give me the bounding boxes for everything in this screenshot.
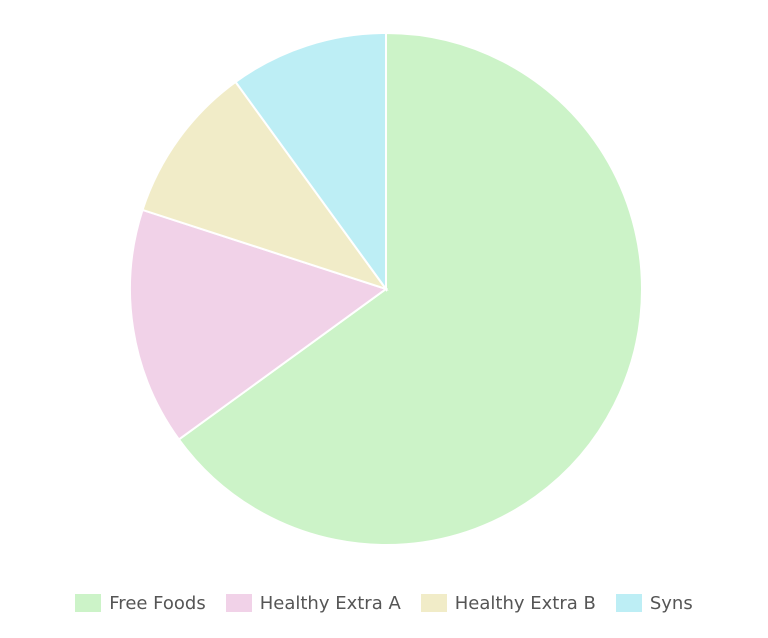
legend-item-healthy-extra-b[interactable]: Healthy Extra B (420, 592, 596, 614)
pie-plot-area (129, 31, 643, 546)
pie-slice-healthy-extra-b[interactable] (141, 80, 389, 291)
chart-legend: Free Foods Healthy Extra A Healthy Extra… (0, 588, 768, 618)
legend-label-healthy-extra-b: Healthy Extra B (454, 592, 596, 614)
legend-swatch-healthy-extra-b (420, 594, 447, 612)
pie-slice-free-foods[interactable] (177, 31, 643, 546)
pie-slice-syns[interactable] (234, 31, 387, 293)
legend-swatch-healthy-extra-a (225, 594, 252, 612)
legend-label-healthy-extra-a: Healthy Extra A (259, 592, 401, 614)
pie-slice-healthy-extra-a[interactable] (129, 208, 389, 441)
legend-label-syns: Syns (649, 592, 693, 614)
legend-label-free-foods: Free Foods (109, 592, 206, 614)
legend-swatch-syns (615, 594, 642, 612)
legend-item-healthy-extra-a[interactable]: Healthy Extra A (225, 592, 401, 614)
legend-item-syns[interactable]: Syns (615, 592, 693, 614)
legend-swatch-free-foods (75, 594, 102, 612)
legend-item-free-foods[interactable]: Free Foods (75, 592, 206, 614)
